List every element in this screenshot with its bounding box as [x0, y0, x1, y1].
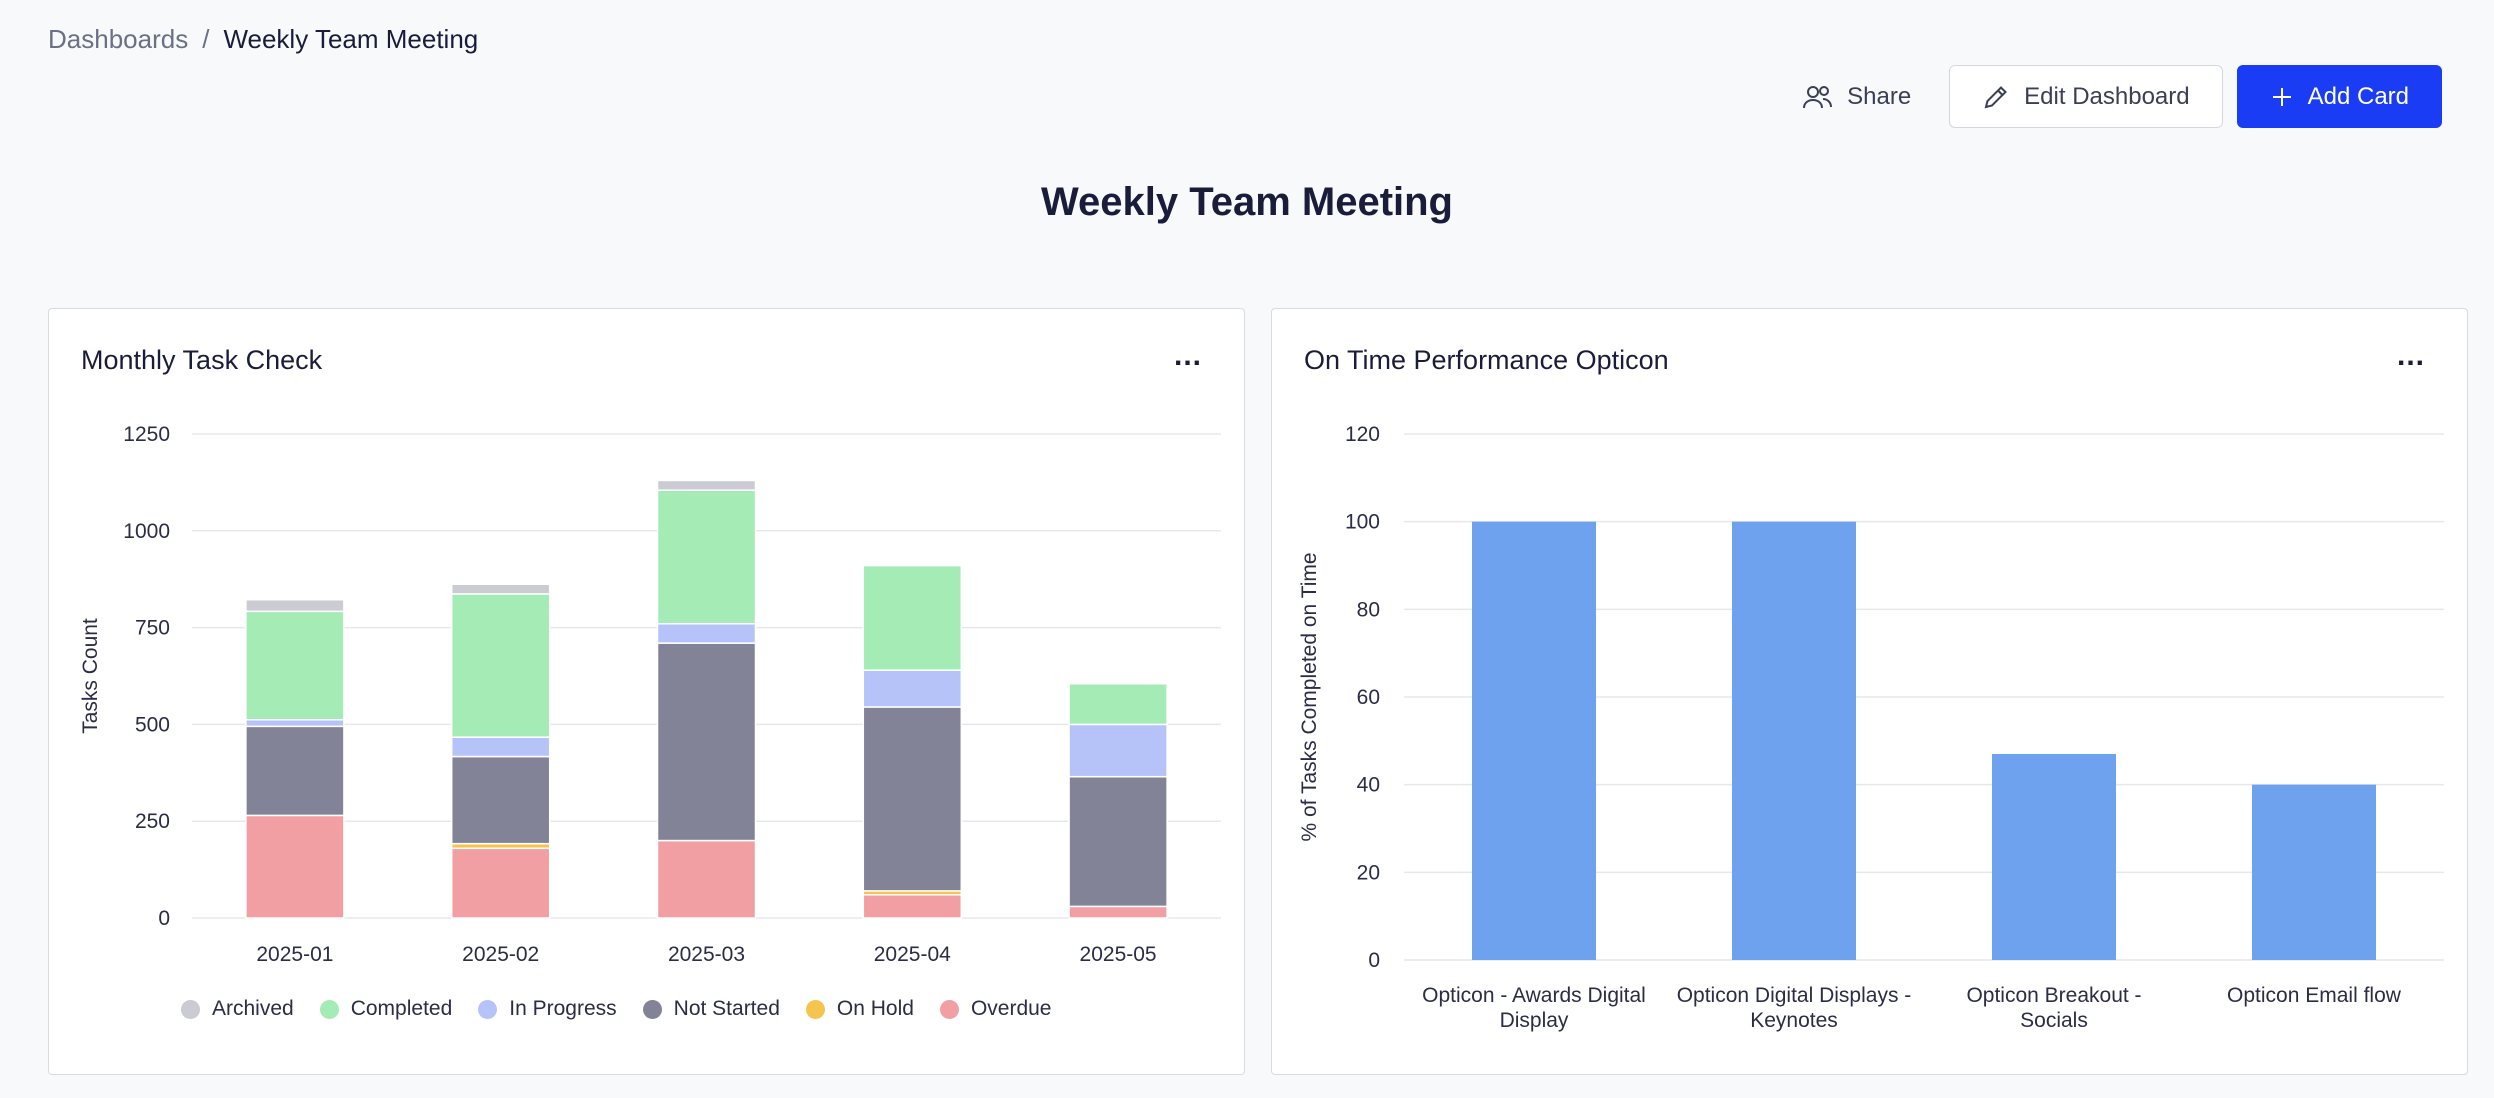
legend-item[interactable]: Archived: [181, 997, 294, 1021]
bar-segment[interactable]: [245, 719, 345, 728]
legend-swatch: [478, 999, 498, 1019]
edit-dashboard-button-label: Edit Dashboard: [2024, 82, 2190, 110]
y-tick-label: 20: [1357, 861, 1380, 884]
edit-dashboard-button[interactable]: Edit Dashboard: [1949, 65, 2223, 128]
x-tick-label: Opticon Breakout -Socials: [1966, 984, 2141, 1032]
add-card-button-label: Add Card: [2307, 82, 2409, 110]
bar-segment[interactable]: [245, 814, 345, 919]
y-tick-label: 100: [1345, 511, 1380, 534]
share-button[interactable]: Share: [1777, 65, 1935, 128]
legend-item[interactable]: Not Started: [642, 997, 780, 1021]
bar-segment[interactable]: [656, 479, 757, 491]
y-tick-label: 1000: [123, 520, 170, 543]
legend-swatch: [319, 999, 339, 1019]
users-icon: [1801, 83, 1833, 111]
legend-label: Completed: [350, 997, 453, 1020]
legend-label: On Hold: [836, 997, 914, 1020]
on-time-performance-card: On Time Performance Opticon ... 0 20 40 60 8…: [1271, 308, 2468, 1075]
bar[interactable]: [2252, 784, 2376, 960]
legend-swatch: [939, 999, 959, 1019]
y-tick-label: 0: [158, 907, 170, 930]
x-tick-label: 2025-02: [462, 943, 539, 966]
legend-label: Overdue: [970, 997, 1052, 1020]
breadcrumb-current: Weekly Team Meeting: [223, 24, 479, 54]
y-tick-label: 500: [135, 713, 170, 736]
bar-segment[interactable]: [862, 564, 963, 671]
legend-swatch: [642, 999, 662, 1019]
share-button-label: Share: [1847, 82, 1912, 110]
dashboard-toolbar: Share Edit Dashboard Add Card: [1777, 65, 2442, 128]
x-tick-label: 2025-05: [1080, 943, 1157, 966]
y-tick-label: 0: [1368, 949, 1380, 972]
bar-segment[interactable]: [245, 598, 345, 613]
bar-segment[interactable]: [450, 736, 551, 758]
plus-icon: [2270, 85, 2294, 109]
y-tick-label: 40: [1357, 774, 1380, 797]
x-tick-label: Opticon - Awards Digital Display: [1422, 984, 1646, 1032]
x-tick-label: Opticon Email flow: [2227, 984, 2402, 1007]
breadcrumb: Dashboards / Weekly Team Meeting: [48, 24, 478, 55]
y-tick-label: 80: [1357, 598, 1380, 621]
y-axis-label: % of Tasks Completed on Time: [1298, 552, 1321, 841]
bar-segment[interactable]: [656, 839, 757, 919]
legend-swatch: [181, 999, 200, 1019]
monthly-task-check-chart: 0 250 500 750 1000 1250 Tasks Count 2025-01 2025…: [79, 423, 1221, 966]
y-tick-label: 120: [1345, 423, 1380, 446]
bar[interactable]: [1472, 521, 1596, 960]
y-tick-label: 250: [135, 810, 170, 833]
card-title: Monthly Task Check: [81, 345, 323, 375]
chart-legend: Archived Completed In Progress Not Started O…: [181, 997, 1051, 1021]
bar-segment[interactable]: [656, 622, 757, 644]
bar-segment[interactable]: [1068, 905, 1168, 919]
y-tick-label: 750: [135, 617, 170, 640]
bar-segment[interactable]: [862, 706, 963, 892]
pencil-icon: [1982, 83, 2010, 111]
bar-segment[interactable]: [1068, 682, 1168, 726]
x-tick-label: 2025-03: [668, 943, 745, 966]
x-tick-label: Opticon Digital Displays -Keynotes: [1677, 984, 1912, 1032]
on-time-performance-chart: 0 20 40 60 80 100 120 % of Tasks Completed on T…: [1298, 423, 2444, 1032]
legend-item[interactable]: Completed: [319, 997, 453, 1021]
bar-segment[interactable]: [245, 725, 345, 817]
bar-segment[interactable]: [450, 583, 551, 595]
monthly-task-check-card: Monthly Task Check ... 0 250 500 750 1000 125…: [48, 308, 1245, 1075]
card-title: On Time Performance Opticon: [1304, 345, 1669, 375]
bar-segment[interactable]: [245, 610, 345, 721]
bar-segment[interactable]: [1068, 723, 1168, 778]
legend-swatch: [805, 999, 825, 1019]
breadcrumb-dashboards-link[interactable]: Dashboards: [48, 24, 189, 54]
bar-segment[interactable]: [656, 489, 757, 625]
legend-label: In Progress: [509, 997, 617, 1020]
bar-segment[interactable]: [656, 642, 757, 842]
bar-segment[interactable]: [862, 894, 963, 919]
x-tick-label: 2025-04: [874, 943, 951, 966]
y-axis-label: Tasks Count: [79, 618, 102, 734]
bar-segment[interactable]: [450, 847, 551, 919]
bar-segment[interactable]: [450, 755, 551, 845]
bar-segment[interactable]: [450, 593, 551, 738]
x-tick-label: 2025-01: [256, 943, 333, 966]
bar-segment[interactable]: [862, 669, 963, 708]
legend-label: Archived: [212, 997, 294, 1020]
y-tick-label: 1250: [123, 423, 170, 446]
legend-label: Not Started: [673, 997, 780, 1020]
y-tick-label: 60: [1357, 686, 1380, 709]
bar[interactable]: [1992, 753, 2116, 960]
legend-item[interactable]: In Progress: [478, 997, 617, 1021]
bar[interactable]: [1732, 521, 1856, 960]
legend-item[interactable]: Overdue: [939, 997, 1052, 1021]
breadcrumb-separator: /: [202, 24, 210, 54]
page-title: Weekly Team Meeting: [1041, 180, 1453, 224]
add-card-button[interactable]: Add Card: [2236, 65, 2442, 128]
legend-item[interactable]: On Hold: [805, 997, 914, 1021]
bar-segment[interactable]: [1068, 775, 1168, 908]
